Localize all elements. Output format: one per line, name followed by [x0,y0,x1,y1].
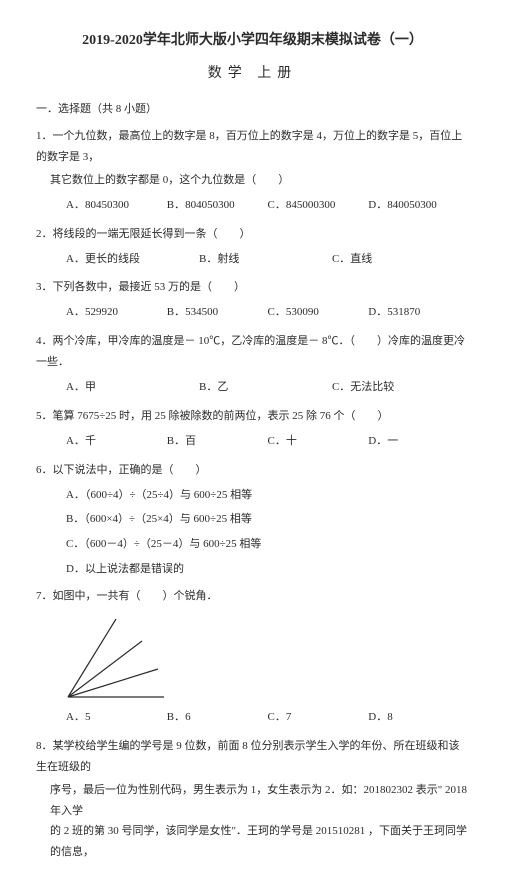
q5-opt-d: D．一 [368,431,469,452]
q5-stem: 5．笔算 7675÷25 时，用 25 除被除数的前两位，表示 25 除 76 … [36,406,469,427]
q6-opt-c: C．（600－4）÷（25－4）与 600÷25 相等 [36,534,469,555]
q2-opt-b: B．射线 [199,249,332,270]
q6-stem: 6．以下说法中，正确的是（ ） [36,460,469,481]
q3-options: A．529920 B．534500 C．530090 D．531870 [36,302,469,323]
q7-options: A．5 B．6 C．7 D．8 [36,707,469,728]
q2-opt-a: A．更长的线段 [66,249,199,270]
q6-opt-a: A．（600÷4）÷（25÷4）与 600÷25 相等 [36,485,469,506]
q7-opt-d: D．8 [368,707,469,728]
q3-opt-b: B．534500 [167,302,268,323]
q1-opt-c: C．845000300 [268,195,369,216]
q1-opt-d: D．840050300 [368,195,469,216]
q5-opt-c: C．十 [268,431,369,452]
angle-figure [60,611,170,703]
q3-opt-d: D．531870 [368,302,469,323]
q5-options: A．千 B．百 C．十 D．一 [36,431,469,452]
q2-options: A．更长的线段 B．射线 C．直线 [36,249,469,270]
q7-opt-a: A．5 [66,707,167,728]
q3-stem: 3．下列各数中，最接近 53 万的是（ ） [36,277,469,298]
q1-opt-b: B．804050300 [167,195,268,216]
q8-stem-line1: 8．某学校给学生编的学号是 9 位数，前面 8 位分别表示学生入学的年份、所在班… [36,736,469,778]
q2-stem: 2．将线段的一端无限延长得到一条（ ） [36,224,469,245]
q3-opt-a: A．529920 [66,302,167,323]
q6-opt-d: D．以上说法都是错误的 [36,559,469,580]
q7-opt-b: B．6 [167,707,268,728]
q6-opt-b: B．（600×4）÷（25×4）与 600÷25 相等 [36,509,469,530]
q5-opt-b: B．百 [167,431,268,452]
doc-subtitle: 数学 上册 [36,61,469,88]
q3-opt-c: C．530090 [268,302,369,323]
q5-opt-a: A．千 [66,431,167,452]
q1-stem-line1: 1．一个九位数，最高位上的数字是 8，百万位上的数字是 4，万位上的数字是 5，… [36,126,469,168]
q1-stem-line2: 其它数位上的数字都是 0，这个九位数是（ ） [36,170,469,191]
q4-opt-b: B．乙 [199,377,332,398]
q1-opt-a: A．80450300 [66,195,167,216]
q1-options: A．80450300 B．804050300 C．845000300 D．840… [36,195,469,216]
doc-title: 2019-2020学年北师大版小学四年级期末模拟试卷（一） [36,28,469,55]
q4-stem: 4．两个冷库，甲冷库的温度是－ 10℃，乙冷库的温度是－ 8℃．（ ）冷库的温度… [36,331,469,373]
q8-stem-line2: 序号，最后一位为性别代码，男生表示为 1，女生表示为 2．如：201802302… [36,780,469,822]
q7-opt-c: C．7 [268,707,369,728]
q4-opt-a: A．甲 [66,377,199,398]
q4-opt-c: C．无法比较 [332,377,465,398]
q4-options: A．甲 B．乙 C．无法比较 [36,377,469,398]
q7-stem: 7．如图中，一共有（ ）个锐角． [36,586,469,607]
section-1-heading: 一．选择题（共 8 小题） [36,99,469,120]
q8-stem-line3: 的 2 班的第 30 号同学，该同学是女性"．王珂的学号是 201510281 … [36,821,469,863]
q2-opt-c: C．直线 [332,249,465,270]
